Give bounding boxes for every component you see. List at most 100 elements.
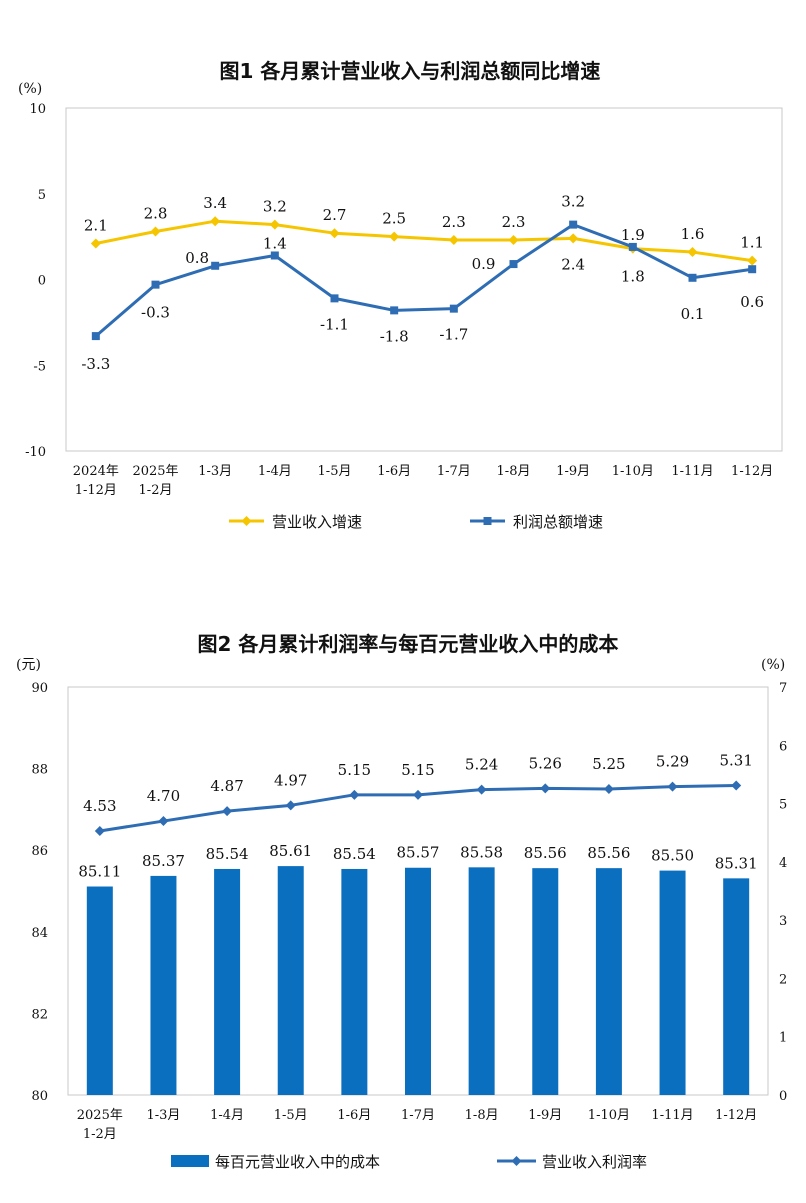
x-tick-label: 1-12月 [715, 1108, 757, 1123]
data-point [509, 260, 518, 269]
y-tick-label: 5 [38, 188, 46, 203]
x-tick-label: 2024年 [73, 464, 119, 479]
y-right-tick-label: 2 [779, 972, 787, 987]
bar [659, 870, 686, 1095]
figure-2: 图2 各月累计利润率与每百元营业收入中的成本 (元) (%) 90 88 86 84 8… [16, 632, 787, 1171]
data-point [569, 220, 578, 229]
data-label: -0.3 [141, 304, 170, 322]
x-tick-label: 1-9月 [528, 1108, 562, 1123]
bar-value-label: 85.11 [78, 863, 121, 881]
legend-label-profit-growth: 利润总额增速 [513, 513, 603, 531]
chart1-x-axis: 2024年 1-12月 2025年 1-2月 1-3月 1-4月 1-5月 1-6月 1-7月 1… [73, 464, 773, 498]
data-label: 5.25 [592, 755, 625, 773]
legend-label-cost: 每百元营业收入中的成本 [215, 1153, 380, 1171]
data-point [285, 800, 296, 811]
data-point [688, 273, 697, 282]
data-point [329, 228, 340, 239]
figure-1: 图1 各月累计营业收入与利润总额同比增速 (%) 10 5 0 -5 -10 2024年… [18, 59, 783, 531]
data-label: 2.3 [502, 213, 526, 231]
y-right-tick-label: 5 [779, 798, 787, 813]
data-point [748, 265, 757, 274]
data-point [270, 251, 279, 260]
data-label: 5.26 [529, 754, 562, 772]
y-tick-label: 10 [29, 102, 46, 117]
data-label: 2.1 [84, 216, 108, 234]
x-tick-label: 1-9月 [556, 464, 590, 479]
y-left-tick-label: 90 [31, 681, 48, 696]
legend-swatch-cost [171, 1155, 209, 1167]
data-label: 1.9 [621, 226, 645, 244]
data-label: 0.9 [472, 255, 496, 273]
y-right-tick-label: 1 [779, 1031, 787, 1046]
x-tick-label: 1-3月 [146, 1108, 180, 1123]
chart1-series: 2.1 2.8 3.4 3.2 2.7 2.5 2.3 2.3 2.4 1.8 1.6 1.1 -3.3… [81, 193, 764, 373]
legend-marker-revenue [241, 516, 252, 526]
bar [214, 868, 241, 1095]
bar [150, 875, 177, 1095]
data-point [667, 781, 678, 792]
x-tick-label: 1-6月 [337, 1108, 371, 1123]
data-point [476, 784, 487, 795]
data-label: 2.5 [382, 210, 406, 228]
data-label: 5.29 [656, 753, 689, 771]
bar-value-label: 85.61 [269, 842, 312, 860]
y-tick-label: -10 [25, 445, 46, 460]
x-tick-label: 1-4月 [210, 1108, 244, 1123]
bar [341, 868, 368, 1095]
data-label: 5.24 [465, 756, 498, 774]
y-right-tick-label: 4 [779, 856, 787, 871]
data-point [687, 247, 698, 258]
bar-value-label: 85.58 [460, 843, 503, 861]
data-label: 5.15 [401, 761, 434, 779]
bar [405, 867, 431, 1095]
y-left-tick-label: 84 [31, 926, 48, 941]
data-point [158, 816, 169, 827]
data-point [269, 219, 280, 230]
data-label: 1.6 [681, 225, 705, 243]
x-tick-label: 1-3月 [198, 464, 232, 479]
chart2-x-axis: 2025年 1-2月 1-3月 1-4月 1-5月 1-6月 1-7月 1-8月 1-9月 1-1… [77, 1108, 758, 1142]
data-point [222, 806, 233, 817]
series-line-revenue [95, 219, 753, 263]
data-label: 3.4 [203, 194, 227, 212]
y-right-tick-label: 7 [779, 681, 787, 696]
x-tick-label: 2025年 [77, 1108, 123, 1123]
data-point [508, 235, 519, 246]
x-tick-label: 1-8月 [497, 464, 531, 479]
data-label: -3.3 [81, 355, 110, 373]
legend-label-margin: 营业收入利润率 [542, 1153, 647, 1171]
data-label: 0.1 [681, 305, 705, 323]
data-point [448, 235, 459, 246]
chart1-y-unit: (%) [18, 81, 42, 97]
data-point [540, 783, 551, 794]
chart1-title: 图1 各月累计营业收入与利润总额同比增速 [220, 59, 601, 83]
chart1-plot-frame [65, 107, 783, 452]
y-left-tick-label: 86 [31, 844, 48, 859]
bar [723, 878, 750, 1095]
x-tick-label: 1-12月 [75, 483, 117, 498]
x-tick-label: 1-5月 [274, 1108, 308, 1123]
data-label: -1.8 [380, 327, 409, 345]
chart2-line-series: 4.53 4.70 4.87 4.97 5.15 5.15 5.24 5.26 5.25 5.29… [83, 752, 753, 836]
x-tick-label: 1-6月 [377, 464, 411, 479]
data-point [210, 216, 221, 227]
data-point [449, 304, 458, 313]
bar [532, 868, 559, 1095]
data-label: 2.4 [561, 255, 585, 273]
data-label: 2.7 [323, 206, 347, 224]
y-right-tick-label: 6 [779, 739, 787, 754]
legend-marker-profit [483, 517, 492, 525]
data-label: 1.1 [740, 234, 764, 252]
bar-value-label: 85.56 [524, 844, 567, 862]
data-point [390, 306, 399, 315]
bar [468, 867, 495, 1095]
data-point [389, 231, 400, 242]
data-label: 1.8 [621, 268, 645, 286]
data-point [330, 294, 339, 303]
data-label: 0.8 [185, 249, 209, 267]
data-label: 1.4 [263, 234, 287, 252]
y-tick-label: -5 [33, 359, 46, 374]
x-tick-label: 1-11月 [671, 464, 713, 479]
x-tick-label: 1-12月 [731, 464, 773, 479]
